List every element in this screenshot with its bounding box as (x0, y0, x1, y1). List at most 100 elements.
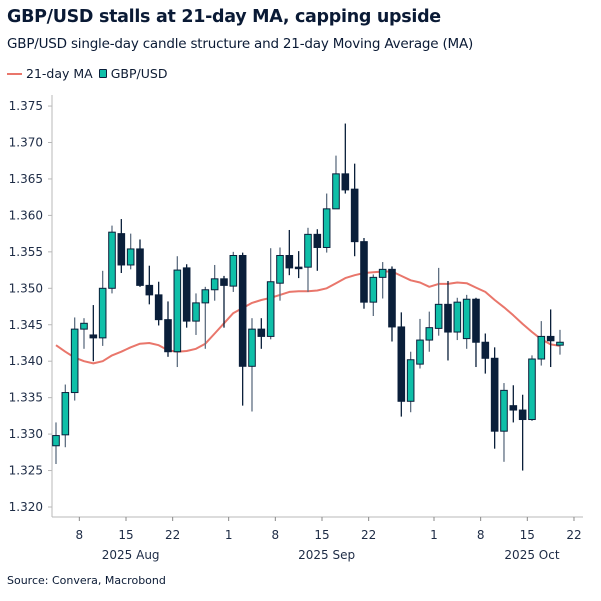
candle-body (434, 303, 443, 329)
candle (481, 333, 490, 374)
candle (546, 309, 555, 368)
candle-body (52, 435, 60, 447)
x-tick-label: 1 (225, 528, 233, 542)
candle (528, 355, 536, 421)
candle-body (546, 335, 555, 342)
candle (154, 281, 163, 326)
y-tick-label: 1.350 (9, 281, 43, 295)
x-tick-label: 22 (361, 528, 376, 542)
candle (173, 256, 182, 368)
candle-body (500, 389, 508, 432)
candle (332, 155, 340, 210)
candle-body (70, 328, 79, 394)
candle-body (220, 278, 228, 286)
candle (509, 385, 518, 423)
candle (341, 123, 350, 194)
candle (220, 275, 228, 328)
candle (98, 270, 107, 346)
candle (378, 262, 387, 299)
candle (108, 225, 116, 294)
candle-body (332, 173, 340, 210)
candle-body (313, 233, 322, 248)
candle-body (98, 287, 107, 339)
candle-body (556, 341, 564, 346)
candle (238, 252, 247, 406)
candle-body (80, 322, 88, 330)
candle-body (285, 254, 294, 269)
axes: 1.320 1.325 1.330 1.335 1.340 1.345 1.350 1.355… (9, 95, 583, 562)
candle (117, 219, 126, 273)
candle-body (341, 173, 350, 191)
chart-subtitle: GBP/USD single-day candle structure and … (7, 36, 474, 52)
y-tick-label: 1.325 (9, 464, 43, 478)
y-tick-label: 1.355 (9, 245, 43, 259)
candle (276, 247, 284, 301)
candle (52, 422, 60, 464)
x-tick-label: 15 (314, 528, 329, 542)
y-tick-label: 1.345 (9, 318, 43, 332)
x-tick-label: 8 (477, 528, 485, 542)
candle (201, 286, 210, 349)
candle (434, 267, 443, 336)
candle-body (388, 268, 396, 328)
candle (425, 311, 434, 352)
candle (304, 227, 312, 292)
y-tick-label: 1.370 (9, 136, 43, 150)
x-tick-label: 15 (520, 528, 535, 542)
candle (80, 318, 88, 349)
candle-body (108, 231, 116, 289)
candle (294, 251, 303, 279)
y-tick-label: 1.320 (9, 500, 43, 514)
candle (416, 318, 424, 369)
candle-body (276, 254, 284, 284)
candle-body (145, 284, 154, 296)
candle (210, 264, 219, 301)
candle-body (173, 269, 182, 353)
candle-body (164, 319, 172, 353)
candle-body (136, 248, 144, 286)
legend: 21-day MA GBP/USD (7, 66, 167, 81)
candle-body (89, 334, 98, 339)
candle (350, 163, 359, 257)
candle-body (350, 188, 359, 243)
candle-body (117, 233, 126, 266)
candle (136, 239, 144, 287)
chart-title: GBP/USD stalls at 21-day MA, capping ups… (7, 7, 441, 27)
candle (229, 251, 238, 292)
candle (369, 274, 378, 317)
candle (266, 248, 275, 340)
candle-body (210, 278, 219, 291)
candle (192, 293, 200, 335)
x-month-label: 2025 Aug (102, 548, 160, 562)
candle (70, 317, 79, 401)
x-tick-label: 22 (566, 528, 581, 542)
candle (537, 321, 546, 366)
y-tick-label: 1.335 (9, 391, 43, 405)
candle (257, 318, 266, 349)
candle-body (360, 241, 368, 303)
x-month-label: 2025 Oct (504, 548, 559, 562)
candle-body (257, 328, 266, 337)
candle-body (378, 268, 387, 278)
candle-body (490, 357, 499, 432)
candle-body (518, 409, 527, 421)
candle-body (248, 328, 256, 367)
candle-body (416, 339, 424, 365)
candle (462, 294, 471, 349)
candle (182, 264, 191, 328)
candle-body (425, 327, 434, 341)
candle-body (192, 302, 200, 322)
candle-body (266, 281, 275, 337)
candle-body (509, 405, 518, 411)
candle-body (528, 358, 536, 421)
legend-candle-swatch (98, 69, 107, 78)
x-tick-label: 1 (430, 528, 438, 542)
candle (388, 266, 396, 342)
legend-ma-label: 21-day MA (26, 66, 93, 81)
candle-body (154, 294, 163, 321)
candle (285, 229, 294, 276)
candle (490, 347, 499, 449)
candle (313, 229, 322, 271)
candle (145, 265, 154, 305)
